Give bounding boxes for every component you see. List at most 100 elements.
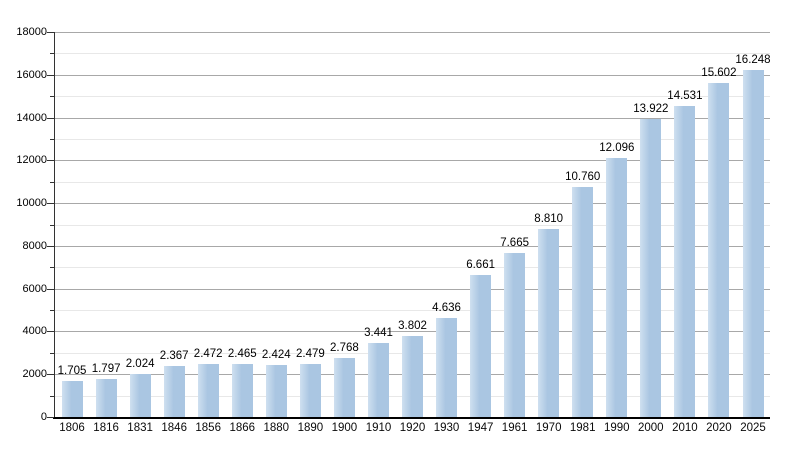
bar-value-label: 6.661	[466, 258, 495, 271]
bar-1900	[333, 357, 355, 417]
y-axis-tick	[50, 267, 54, 269]
minor-gridline	[55, 224, 770, 226]
x-axis-tick-label: 1856	[195, 422, 221, 434]
bar-2025	[742, 69, 764, 417]
bar-value-label: 2.768	[330, 341, 359, 354]
y-axis-tick	[47, 288, 54, 290]
x-axis-tick-label: 2010	[672, 422, 698, 434]
y-axis-tick-label: 4000	[22, 325, 47, 338]
y-axis-tick-label: 16000	[16, 68, 47, 81]
bar-2000	[640, 119, 662, 417]
y-axis-tick	[47, 32, 54, 33]
minor-gridline	[55, 181, 770, 183]
x-axis-tick-label: 1890	[297, 422, 324, 434]
bar-value-label: 15.602	[701, 67, 737, 80]
x-axis-tick-label: 1806	[59, 422, 85, 434]
y-axis-tick-label: 14000	[16, 111, 47, 124]
bar-value-label: 1.797	[91, 362, 121, 375]
major-gridline	[55, 203, 770, 205]
major-gridline	[55, 117, 770, 119]
y-axis-tick	[50, 224, 54, 226]
bar-value-label: 12.096	[599, 142, 635, 155]
bar-1910	[368, 343, 389, 417]
y-axis-tick	[50, 181, 54, 183]
major-gridline	[55, 245, 770, 247]
x-axis-tick-label: 1920	[399, 422, 426, 434]
x-axis-tick-label: 1990	[604, 422, 630, 434]
x-axis-tick-label: 2025	[740, 422, 766, 434]
minor-gridline	[55, 310, 770, 312]
bar-1981	[572, 186, 594, 417]
minor-gridline	[55, 267, 770, 269]
bar-2010	[674, 106, 696, 417]
bar-value-label: 2.367	[159, 350, 189, 363]
major-gridline	[55, 74, 770, 76]
bar-1880	[265, 365, 287, 417]
y-axis-tick	[50, 310, 54, 312]
y-axis-tick	[47, 160, 54, 162]
x-axis-tick-label: 1910	[365, 422, 392, 434]
y-axis-tick	[47, 331, 54, 333]
y-axis-tick	[47, 74, 54, 76]
x-axis-tick-label: 1900	[331, 422, 358, 434]
y-axis-line	[54, 32, 55, 419]
bar-value-label: 2.024	[125, 357, 155, 370]
plot-area: 1.705 1.797 2.024 2.367 2.472 2.465 2.424 2.479…	[53, 32, 771, 419]
bar-1856	[197, 364, 219, 417]
bar-1961	[504, 253, 526, 417]
bar-value-label: 16.248	[735, 53, 771, 66]
minor-gridline	[55, 138, 770, 140]
bar-value-label: 2.479	[296, 348, 325, 360]
x-axis-tick-label: 2020	[706, 422, 732, 434]
y-axis-tick-label: 2000	[22, 368, 47, 381]
major-gridline	[55, 32, 770, 33]
y-axis-tick-label: 18000	[16, 26, 47, 38]
bar-value-label: 4.636	[432, 301, 461, 314]
bar-value-label: 3.802	[398, 319, 427, 332]
y-axis-tick	[50, 96, 54, 98]
y-axis-tick-label: 12000	[16, 154, 47, 167]
y-axis-tick	[47, 245, 54, 247]
bar-1947	[470, 274, 492, 417]
bar-value-label: 14.531	[667, 90, 703, 103]
bar-value-label: 10.760	[565, 170, 601, 183]
x-axis-tick-label: 1846	[161, 422, 187, 434]
x-axis-line	[53, 417, 770, 419]
minor-gridline	[55, 96, 770, 98]
bar-value-label: 1.705	[57, 364, 87, 377]
y-axis-tick-label: 6000	[22, 282, 47, 295]
y-axis-tick	[50, 53, 54, 55]
x-axis-tick-label: 2000	[638, 422, 664, 434]
x-axis-tick-label: 1831	[127, 422, 153, 434]
bar-1846	[163, 366, 185, 417]
bar-value-label: 7.665	[500, 237, 529, 250]
bar-2020	[708, 83, 730, 417]
minor-gridline	[55, 53, 770, 55]
y-axis-tick	[47, 203, 54, 205]
y-axis-tick-label: 0	[40, 411, 47, 423]
y-axis-tick	[47, 374, 54, 376]
major-gridline	[55, 160, 770, 162]
x-axis-tick-label: 1981	[569, 422, 596, 434]
bar-value-label: 13.922	[633, 103, 669, 116]
bar-value-label: 2.465	[227, 348, 257, 361]
bar-value-label: 3.441	[364, 327, 393, 340]
x-axis-tick-label: 1930	[433, 422, 460, 434]
y-axis-tick-label: 8000	[22, 239, 47, 252]
bar-1831	[129, 373, 151, 417]
bar-1816	[95, 378, 117, 417]
x-axis-tick-label: 1947	[467, 422, 494, 434]
x-axis-tick-label: 1961	[501, 422, 528, 434]
bar-value-label: 2.424	[261, 349, 291, 362]
bar-1806	[61, 380, 83, 417]
y-axis-tick-label: 10000	[16, 197, 47, 210]
bar-1890	[299, 364, 321, 417]
bar-1970	[538, 228, 560, 417]
x-axis-tick-label: 1880	[263, 422, 290, 434]
x-axis-tick-label: 1816	[93, 422, 119, 434]
y-axis-tick	[50, 395, 54, 397]
bar-value-label: 2.472	[193, 348, 223, 361]
y-axis-tick	[50, 138, 54, 140]
x-axis-tick-label: 1866	[229, 422, 256, 434]
